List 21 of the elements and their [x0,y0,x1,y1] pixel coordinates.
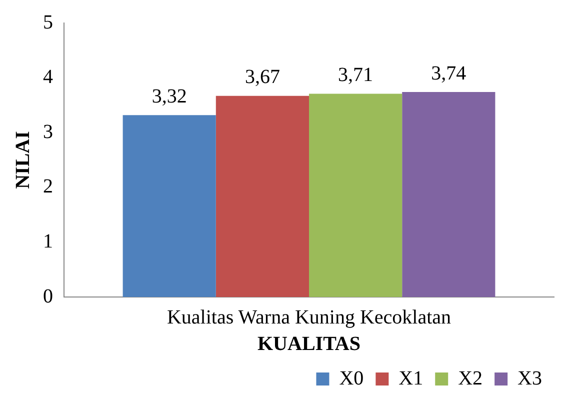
y-tick-label: 1 [43,230,53,252]
bar [216,96,309,297]
bar [402,92,496,297]
data-label: 3,71 [338,64,374,86]
y-tick-label: 3 [43,120,53,143]
data-label: 3,74 [431,62,466,84]
bar [309,94,402,297]
legend-label: X0 [339,367,364,390]
legend-label: X2 [458,367,483,390]
y-axis-title: NILAI [12,130,34,189]
x-tick-label: Kualitas Warna Kuning Kecoklatan [166,306,452,328]
data-label: 3,32 [152,85,187,108]
legend-label: X3 [518,367,542,390]
bar [122,115,216,297]
y-tick-label: 0 [43,285,53,308]
y-tick-label: 2 [43,176,53,198]
x-axis-title: KUALITAS [258,333,360,356]
data-label: 3,67 [244,66,280,88]
y-tick-label: 4 [43,66,53,88]
legend-label: X1 [398,367,424,390]
y-tick-label: 5 [43,11,53,34]
